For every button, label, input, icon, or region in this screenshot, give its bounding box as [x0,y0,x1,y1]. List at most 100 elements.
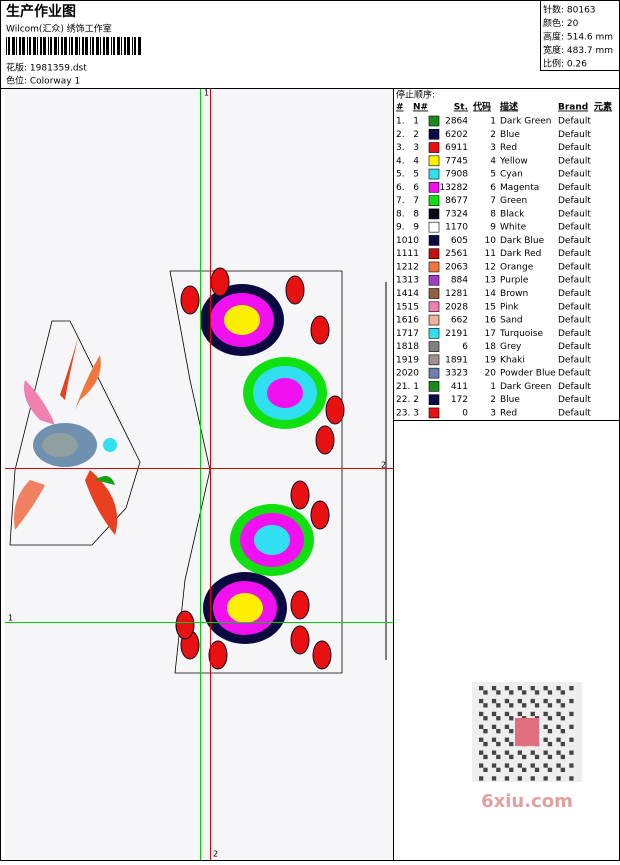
color-swatch [428,314,440,326]
bar [138,37,141,55]
row-index: 4. [396,156,405,166]
bar [100,37,101,55]
stitches: 6911 [445,143,468,153]
leaf [290,480,310,510]
row-index: 13. [396,276,410,286]
qr-cell [534,767,540,772]
brand: Default [558,395,591,405]
row-index: 19. [396,355,410,365]
qr-cell [560,741,565,747]
needle: 14 [408,289,420,299]
code: 15 [485,302,496,312]
brand: Default [558,276,591,286]
qr-cell [479,763,484,768]
qr-cell [556,711,561,717]
description: Cyan [500,170,523,180]
needle: 3 [413,408,419,418]
row-index: 21. [396,382,410,392]
row-index: 14. [396,289,410,299]
description: Brown [500,289,528,299]
column-header: 元素 [594,101,612,113]
stitches: 6202 [445,130,468,140]
qr-cell [560,703,565,708]
code: 20 [485,369,497,379]
qr-cell [509,741,514,747]
row-index: 10. [396,236,410,246]
qr-cell [479,750,484,755]
row-index: 15. [396,302,410,312]
qr-cell [483,690,488,695]
qr-cell [483,767,488,772]
qr-cell [517,711,522,717]
bar [111,37,112,55]
qr-cell [483,729,488,734]
row-index: 3. [396,143,405,153]
brand: Default [558,408,591,418]
needle: 16 [408,316,420,326]
brand: Default [558,355,591,365]
needle: 18 [408,342,420,352]
bar [58,37,59,55]
petal [254,525,290,555]
stitches: 7324 [445,209,468,219]
brand: Default [558,183,591,193]
color-swatch [428,274,440,286]
bar [64,37,67,55]
qr-cell [547,741,553,747]
studio: Wilcom(汇众) 绣饰工作室 [6,23,112,35]
needle: 2 [413,395,419,405]
code: 1 [490,382,496,392]
needle: 10 [408,236,420,246]
needle: 7 [413,196,419,206]
qr-cell [556,737,561,742]
qr-cell [543,698,548,704]
qr-cell [483,716,488,721]
qr-cell [560,767,565,772]
qr-cell [517,776,522,781]
qr-cell [547,690,553,695]
petal [227,593,263,623]
bar [71,37,73,55]
table-title: 停止顺序: [396,89,435,101]
column-header: N# [413,103,428,113]
qr-cell [483,741,488,747]
color-swatch [428,155,440,167]
description: Dark Red [500,249,541,259]
qr-cell [543,763,548,768]
info-line: 宽度: 483.7 mm [543,44,613,56]
code: 9 [490,223,496,233]
color-swatch [428,115,440,127]
stitches: 2028 [445,302,468,312]
color-swatch [428,248,440,259]
qr-cell [560,729,565,734]
needle: 11 [408,249,419,259]
row-index: 7. [396,196,405,206]
qr-cell [491,711,497,717]
design-left [9,320,141,546]
row-index: 9. [396,223,405,233]
bar [113,37,115,55]
stitches: 884 [451,276,468,286]
bar [6,37,7,55]
brand: Default [558,143,591,153]
stitches: 411 [451,382,468,392]
guide-label: 1 [8,614,13,623]
watermark: 6xiu.com [481,791,573,812]
row-index: 16. [396,316,410,326]
needle: 8 [413,209,419,219]
qr-cell [556,698,561,704]
qr-cell [556,776,561,781]
stitches: 8677 [445,196,468,206]
color-swatch [428,142,440,153]
qr-cell [491,750,497,755]
brand: Default [558,289,591,299]
brand: Default [558,369,591,379]
bar [103,37,105,55]
code: 16 [485,316,497,326]
color-swatch [428,367,440,379]
code: 6 [490,183,496,193]
description: Red [500,408,517,418]
needle: 12 [408,262,419,272]
qr-cell [569,686,574,691]
stitches: 3323 [445,369,468,379]
